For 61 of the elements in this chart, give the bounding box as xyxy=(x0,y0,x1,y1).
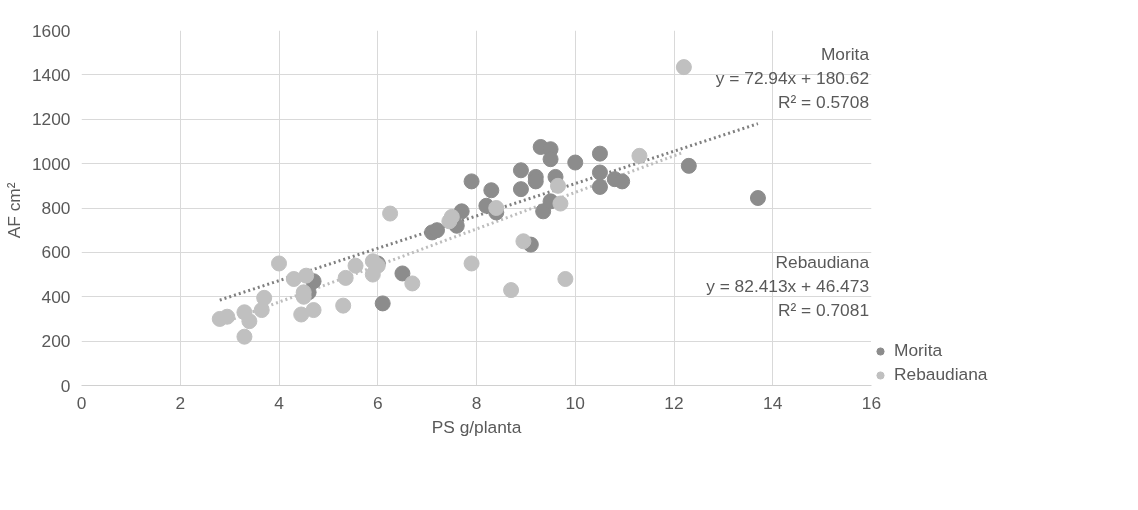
point xyxy=(305,302,322,319)
point xyxy=(503,282,520,299)
point xyxy=(515,233,532,250)
point xyxy=(298,267,315,284)
x-tick-label: 14 xyxy=(763,392,783,413)
x-tick-label: 16 xyxy=(861,392,882,413)
point xyxy=(552,195,569,212)
point xyxy=(512,181,529,198)
y-tick-label: 1400 xyxy=(31,64,71,85)
point xyxy=(337,269,354,286)
x-tick-label: 2 xyxy=(175,392,186,413)
point xyxy=(219,308,236,325)
point xyxy=(374,295,391,312)
point xyxy=(429,222,445,239)
point xyxy=(549,177,566,194)
point xyxy=(488,200,505,216)
x-tick-label: 8 xyxy=(471,392,482,413)
point xyxy=(285,271,302,287)
point xyxy=(749,190,766,206)
y-tick-label: 1200 xyxy=(31,109,71,130)
point xyxy=(463,173,480,190)
x-tick-label: 10 xyxy=(565,392,585,413)
point xyxy=(335,297,352,314)
y-tick-label: 200 xyxy=(41,331,71,352)
point xyxy=(271,255,287,272)
point xyxy=(591,164,608,181)
point xyxy=(591,145,608,162)
x-tick-label: 12 xyxy=(664,392,684,413)
y-tick-label: 800 xyxy=(41,198,71,218)
legend-label: Rebaudiana xyxy=(894,364,988,385)
point xyxy=(675,59,692,76)
point xyxy=(680,157,697,174)
point xyxy=(557,271,574,287)
point xyxy=(483,182,500,199)
point xyxy=(463,255,480,272)
x-tick-label: 0 xyxy=(76,392,87,413)
point xyxy=(241,313,258,330)
point xyxy=(382,205,399,222)
y-tick-label: 400 xyxy=(41,286,71,307)
point xyxy=(614,173,631,190)
x-tick-label: 4 xyxy=(274,392,285,413)
y-tick-label: 0 xyxy=(60,375,71,396)
annotation: Morita y = 72.94x + 180.62 R² = 0.5708 xyxy=(715,43,870,112)
point xyxy=(631,147,648,164)
point xyxy=(567,154,584,171)
x-tick-label: 6 xyxy=(372,392,383,413)
y-tick-label: 1000 xyxy=(31,153,71,174)
y-tick-label: 600 xyxy=(41,242,71,263)
x-axis-title: PS g/planta xyxy=(431,416,522,437)
point xyxy=(293,306,310,323)
legend-label: Morita xyxy=(894,340,943,361)
y-axis-title: AF cm² xyxy=(3,182,24,239)
point xyxy=(236,328,253,345)
y-tick-label: 1600 xyxy=(31,20,71,41)
annotation: Rebaudiana y = 82.413x + 46.473 R² = 0.7081 xyxy=(706,252,870,321)
point xyxy=(404,275,421,292)
point xyxy=(256,289,273,306)
point xyxy=(394,265,411,282)
point xyxy=(512,162,529,179)
point xyxy=(347,257,364,274)
point xyxy=(591,178,608,195)
